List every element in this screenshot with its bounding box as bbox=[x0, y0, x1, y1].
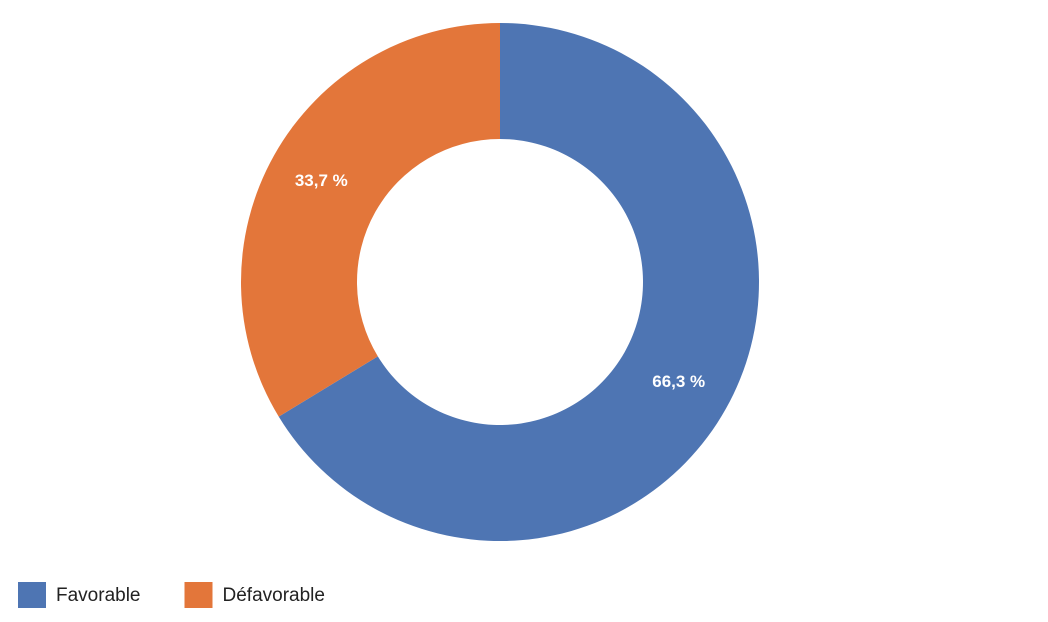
value-label: 66,3 % bbox=[652, 372, 705, 391]
legend-label: Défavorable bbox=[223, 585, 325, 606]
legend-swatch bbox=[184, 582, 213, 608]
slice bbox=[278, 23, 759, 541]
slice bbox=[241, 22, 500, 417]
legend-swatch bbox=[18, 582, 46, 608]
value-label: 33,7 % bbox=[295, 171, 348, 190]
legend-label: Favorable bbox=[56, 585, 141, 606]
